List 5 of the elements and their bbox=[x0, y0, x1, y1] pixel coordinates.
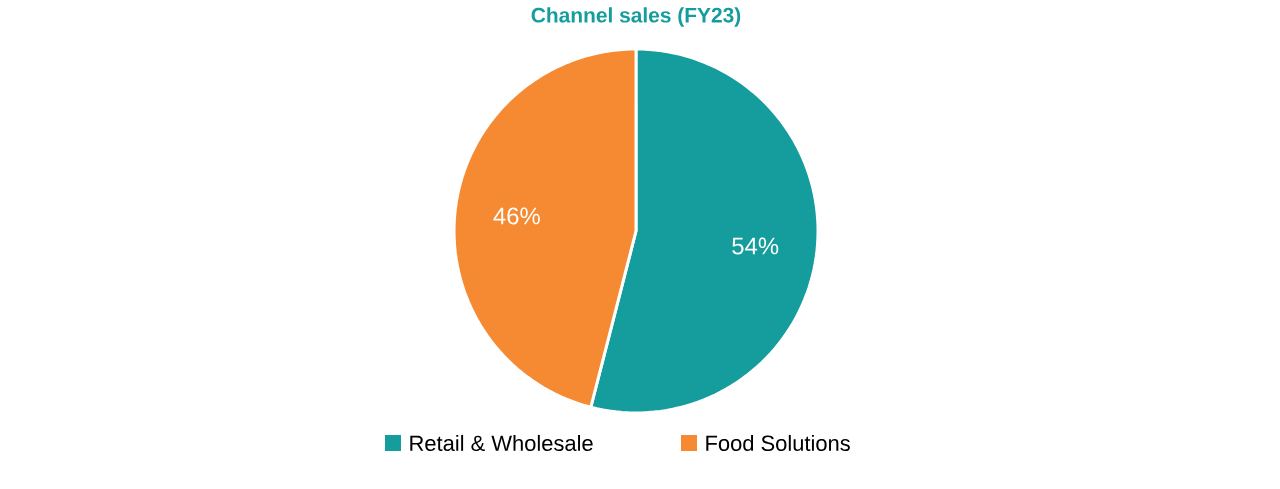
chart-title: Channel sales (FY23) bbox=[531, 7, 741, 27]
data-label: 46% bbox=[493, 207, 540, 225]
data-label: 54% bbox=[732, 237, 779, 255]
legend-label: Retail & Wholesale bbox=[410, 434, 593, 452]
legend-label: Food Solutions bbox=[706, 434, 850, 452]
